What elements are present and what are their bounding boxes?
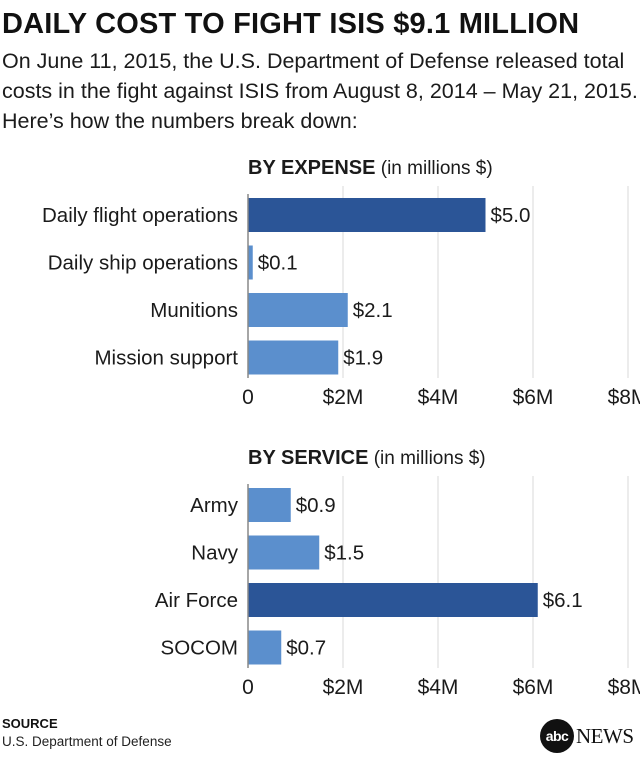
tick-label: 0 bbox=[242, 676, 254, 699]
bar bbox=[248, 535, 320, 570]
abc-news-logo: abc NEWS bbox=[540, 718, 634, 754]
bar bbox=[248, 198, 486, 232]
value-label: $6.1 bbox=[543, 589, 583, 612]
tick-label: $6M bbox=[513, 386, 554, 409]
value-label: $0.1 bbox=[258, 252, 298, 275]
chart-title-units: (in millions $) bbox=[368, 448, 485, 469]
category-label: Munitions bbox=[150, 299, 238, 322]
category-label: Air Force bbox=[155, 589, 238, 612]
tick-label: $6M bbox=[513, 676, 554, 699]
bar bbox=[248, 488, 291, 522]
source-text: U.S. Department of Defense bbox=[2, 734, 172, 749]
bar bbox=[248, 245, 253, 280]
chart-by-service: BY SERVICE (in millions $) Army $0.9 Navy $1… bbox=[155, 447, 640, 699]
category-label: Army bbox=[190, 494, 239, 517]
value-label: $0.9 bbox=[296, 494, 336, 517]
tick-label: $4M bbox=[418, 676, 459, 699]
category-label: SOCOM bbox=[161, 637, 238, 660]
value-label: $2.1 bbox=[353, 299, 393, 322]
category-label: Mission support bbox=[94, 347, 238, 370]
tick-label: $2M bbox=[323, 676, 364, 699]
value-label: $0.7 bbox=[286, 637, 326, 660]
source-label: SOURCE bbox=[2, 716, 58, 731]
bar bbox=[248, 340, 339, 375]
chart-by-expense: BY EXPENSE (in millions $) Daily flight o… bbox=[42, 157, 640, 409]
chart-title-bold: BY EXPENSE bbox=[248, 157, 375, 179]
abc-logo-word: NEWS bbox=[576, 723, 634, 748]
bar bbox=[248, 630, 282, 665]
value-label: $5.0 bbox=[491, 204, 531, 227]
category-label: Daily flight operations bbox=[42, 204, 238, 227]
intro-text: On June 11, 2015, the U.S. Department of… bbox=[2, 49, 638, 133]
abc-logo-mark: abc bbox=[540, 719, 574, 753]
tick-label: $4M bbox=[418, 386, 459, 409]
chart-title: BY EXPENSE (in millions $) bbox=[248, 157, 493, 179]
category-label: Daily ship operations bbox=[48, 252, 238, 275]
value-label: $1.9 bbox=[343, 347, 383, 370]
tick-label: $8M bbox=[608, 386, 640, 409]
tick-label: 0 bbox=[242, 386, 254, 409]
value-label: $1.5 bbox=[324, 542, 364, 565]
chart-title-bold: BY SERVICE bbox=[248, 447, 368, 469]
category-label: Navy bbox=[191, 542, 238, 565]
tick-label: $8M bbox=[608, 676, 640, 699]
bar bbox=[248, 293, 348, 327]
chart-title: BY SERVICE (in millions $) bbox=[248, 447, 486, 469]
chart-title-units: (in millions $) bbox=[375, 158, 492, 179]
tick-label: $2M bbox=[323, 386, 364, 409]
headline: DAILY COST TO FIGHT ISIS $9.1 MILLION bbox=[2, 8, 580, 40]
bar bbox=[248, 583, 538, 617]
